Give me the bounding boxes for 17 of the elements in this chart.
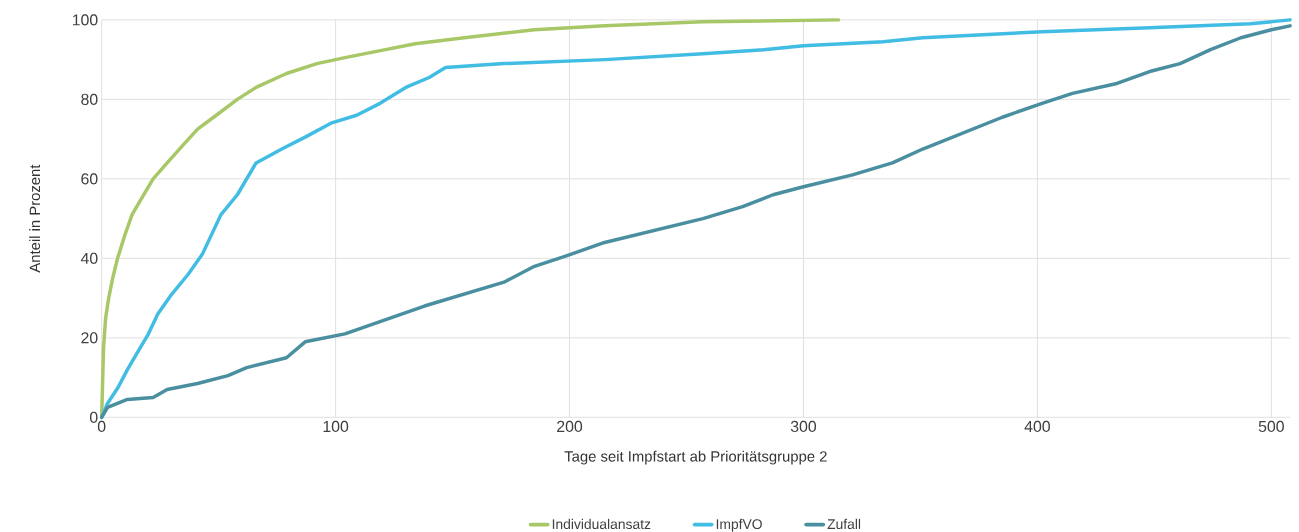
y-tick-label: 40 xyxy=(80,252,98,265)
x-tick-label: 100 xyxy=(323,421,349,433)
y-axis-title: Anteil in Prozent xyxy=(29,164,41,273)
x-tick-label: 0 xyxy=(97,421,106,433)
y-tick-label: 100 xyxy=(72,14,98,26)
y-tick-label: 0 xyxy=(89,411,98,424)
y-tick-label: 60 xyxy=(81,173,98,185)
x-axis-title: Tage seit Impfstart ab Prioritätsgruppe 2 xyxy=(564,450,827,465)
x-tick-label: 300 xyxy=(790,421,817,433)
legend-label: Zufall xyxy=(827,519,861,530)
legend-label: ImpfVO xyxy=(716,519,762,532)
legend-label: Individualansatz xyxy=(552,519,651,530)
y-tick-label: 80 xyxy=(81,93,98,106)
y-tick-label: 20 xyxy=(81,332,98,344)
x-tick-label: 400 xyxy=(1024,421,1050,433)
x-tick-label: 200 xyxy=(557,421,583,433)
x-tick-label: 500 xyxy=(1258,421,1284,433)
